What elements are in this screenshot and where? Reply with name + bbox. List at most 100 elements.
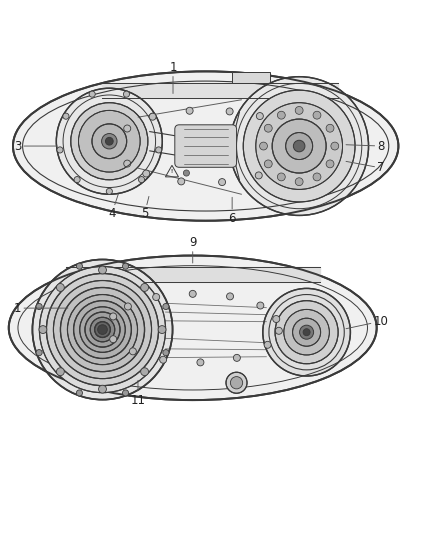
Circle shape	[233, 354, 240, 361]
Circle shape	[85, 312, 120, 347]
Circle shape	[57, 284, 64, 292]
Text: 7: 7	[346, 161, 385, 174]
Circle shape	[273, 316, 280, 322]
Circle shape	[36, 303, 42, 310]
Circle shape	[57, 147, 63, 153]
Circle shape	[124, 160, 131, 167]
Circle shape	[313, 173, 321, 181]
Circle shape	[74, 176, 80, 183]
Circle shape	[313, 111, 321, 119]
Text: 9: 9	[189, 236, 197, 263]
FancyBboxPatch shape	[175, 125, 237, 167]
Text: 6: 6	[228, 197, 236, 225]
Circle shape	[99, 385, 106, 393]
Circle shape	[284, 124, 291, 131]
Circle shape	[264, 341, 271, 348]
Circle shape	[275, 301, 338, 364]
Circle shape	[263, 288, 350, 376]
Circle shape	[293, 140, 305, 152]
Circle shape	[243, 90, 355, 202]
Text: 5: 5	[141, 197, 149, 221]
Circle shape	[89, 91, 95, 97]
Circle shape	[256, 112, 263, 119]
Circle shape	[230, 77, 368, 215]
Circle shape	[106, 138, 113, 145]
Circle shape	[124, 91, 130, 97]
Circle shape	[80, 307, 125, 352]
Circle shape	[303, 329, 310, 336]
Circle shape	[99, 266, 106, 274]
Circle shape	[110, 336, 117, 343]
Circle shape	[141, 284, 148, 292]
Circle shape	[226, 372, 247, 393]
Circle shape	[286, 133, 313, 159]
Circle shape	[178, 178, 185, 185]
Circle shape	[226, 293, 233, 300]
Text: 1: 1	[14, 302, 68, 314]
Circle shape	[219, 179, 226, 185]
Circle shape	[123, 263, 129, 269]
Circle shape	[186, 107, 193, 114]
Circle shape	[90, 317, 115, 342]
Circle shape	[163, 350, 169, 356]
Circle shape	[74, 301, 131, 359]
Circle shape	[226, 108, 233, 115]
Circle shape	[256, 103, 343, 189]
Circle shape	[158, 326, 166, 334]
Circle shape	[272, 119, 326, 173]
Circle shape	[39, 266, 166, 393]
Circle shape	[295, 178, 303, 185]
Circle shape	[138, 176, 145, 183]
Text: 11: 11	[131, 381, 145, 407]
Ellipse shape	[13, 71, 399, 221]
Circle shape	[76, 390, 82, 396]
Circle shape	[197, 359, 204, 366]
Circle shape	[129, 348, 136, 355]
Circle shape	[189, 290, 196, 297]
Text: 1: 1	[169, 61, 177, 93]
Circle shape	[57, 88, 162, 194]
Circle shape	[260, 142, 268, 150]
Circle shape	[277, 111, 285, 119]
Circle shape	[276, 327, 283, 334]
Circle shape	[60, 287, 145, 372]
Text: 4: 4	[108, 194, 118, 221]
Circle shape	[115, 149, 122, 156]
Circle shape	[159, 356, 166, 364]
Circle shape	[67, 295, 138, 365]
Circle shape	[98, 325, 107, 334]
Circle shape	[124, 303, 131, 310]
Circle shape	[39, 326, 47, 334]
Circle shape	[46, 273, 159, 386]
Circle shape	[295, 107, 303, 115]
Circle shape	[32, 260, 173, 400]
Circle shape	[57, 368, 64, 376]
Circle shape	[53, 280, 152, 378]
Circle shape	[150, 113, 156, 119]
Circle shape	[291, 149, 298, 156]
Circle shape	[277, 173, 285, 181]
Circle shape	[163, 303, 169, 310]
Circle shape	[78, 110, 140, 172]
Bar	[232, 72, 270, 83]
Circle shape	[92, 124, 127, 159]
Circle shape	[116, 135, 123, 142]
Circle shape	[143, 170, 150, 177]
Circle shape	[265, 160, 272, 168]
Circle shape	[284, 310, 329, 355]
Circle shape	[102, 134, 117, 149]
Circle shape	[123, 390, 129, 396]
Circle shape	[331, 142, 339, 150]
Circle shape	[71, 103, 148, 180]
Circle shape	[110, 313, 117, 320]
Circle shape	[230, 377, 243, 389]
Circle shape	[326, 160, 334, 168]
Circle shape	[76, 263, 82, 269]
Text: 3: 3	[14, 140, 57, 152]
Text: 8: 8	[346, 140, 385, 152]
Circle shape	[255, 172, 262, 179]
Text: 10: 10	[346, 315, 389, 329]
Circle shape	[155, 147, 162, 153]
Circle shape	[300, 325, 314, 339]
Circle shape	[149, 113, 156, 120]
